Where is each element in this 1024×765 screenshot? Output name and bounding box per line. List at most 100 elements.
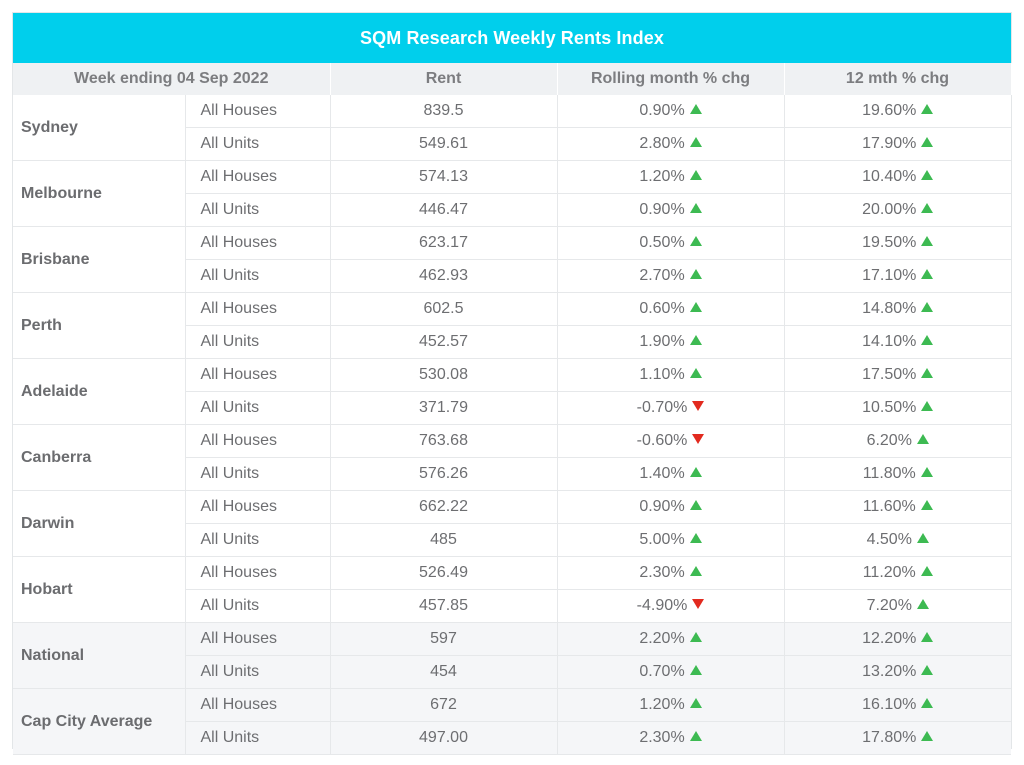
rents-index-table-card: SQM Research Weekly Rents Index Week end… [12,12,1012,755]
triangle-up-icon [689,665,702,675]
dwelling-type: All Houses [185,226,331,260]
city-name: Adelaide [13,358,186,425]
table-row: Canberra All Houses 763.68 -0.60% 6.20% [13,424,1011,491]
dwelling-type: All Houses [185,292,331,326]
twelve-month-change: 14.10% [784,325,1011,359]
twelve-month-change: 7.20% [784,589,1011,623]
header-12-month: 12 mth % chg [784,63,1012,95]
rolling-month-change: 0.90% [557,95,785,128]
triangle-up-icon [916,599,929,609]
rent-value: 662.22 [330,490,558,524]
rent-value: 597 [330,622,558,656]
rolling-month-value: 0.90% [639,201,685,218]
header-rolling-month: Rolling month % chg [557,63,785,95]
twelve-month-value: 17.50% [862,366,917,383]
dwelling-type: All Units [185,193,331,227]
triangle-down-icon [692,401,705,411]
rolling-month-change: -0.70% [557,391,785,425]
triangle-up-icon [689,137,702,147]
rolling-month-value: 0.60% [639,300,685,317]
triangle-up-icon [921,203,934,213]
triangle-up-icon [689,170,702,180]
rolling-month-value: 5.00% [639,531,685,548]
dwelling-type: All Units [185,127,331,161]
rents-table: Week ending 04 Sep 2022 Rent Rolling mon… [13,63,1012,755]
rolling-month-value: 2.30% [639,564,685,581]
rolling-month-change: 0.70% [557,655,785,689]
rent-value: 462.93 [330,259,558,293]
table-row: All Units 462.93 2.70% 17.10% [13,259,1011,293]
twelve-month-value: 19.60% [862,102,917,119]
table-row: Adelaide All Houses 530.08 1.10% 17.50% [13,358,1011,425]
rent-value: 526.49 [330,556,558,590]
twelve-month-change: 11.80% [784,457,1011,491]
twelve-month-change: 10.40% [784,160,1011,194]
twelve-month-value: 4.50% [866,531,912,548]
table-row: All Units 497.00 2.30% 17.80% [13,721,1011,755]
city-name: Canberra [13,424,186,491]
table-row: Darwin All Houses 662.22 0.90% 11.60% [13,490,1011,557]
city-name: Brisbane [13,226,186,293]
rolling-month-value: 0.50% [639,234,685,251]
twelve-month-value: 10.40% [862,168,917,185]
rent-value: 672 [330,688,558,722]
rolling-month-change: 1.10% [557,358,785,392]
table-row: Melbourne All Houses 574.13 1.20% 10.40% [13,160,1011,227]
twelve-month-value: 17.90% [862,135,917,152]
triangle-up-icon [916,434,929,444]
rolling-month-value: 1.10% [639,366,685,383]
dwelling-type: All Units [185,391,331,425]
triangle-up-icon [689,467,702,477]
twelve-month-change: 19.60% [784,95,1011,128]
rolling-month-change: 1.40% [557,457,785,491]
triangle-up-icon [921,170,934,180]
rolling-month-value: 0.70% [639,663,685,680]
rolling-month-change: 1.20% [557,688,785,722]
table-row: All Units 549.61 2.80% 17.90% [13,127,1011,161]
triangle-up-icon [689,302,702,312]
table-row: All Units 446.47 0.90% 20.00% [13,193,1011,227]
rent-value: 549.61 [330,127,558,161]
rent-value: 763.68 [330,424,558,458]
triangle-up-icon [920,500,933,510]
twelve-month-value: 11.80% [862,465,916,482]
rolling-month-value: 2.80% [639,135,685,152]
triangle-up-icon [916,533,929,543]
dwelling-type: All Houses [185,490,331,524]
table-row: Hobart All Houses 526.49 2.30% 11.20% [13,556,1011,623]
rent-value: 446.47 [330,193,558,227]
dwelling-type: All Houses [185,556,331,590]
twelve-month-change: 17.90% [784,127,1011,161]
table-row: All Units 485 5.00% 4.50% [13,523,1011,557]
rent-value: 454 [330,655,558,689]
twelve-month-change: 20.00% [784,193,1011,227]
rolling-month-change: 0.90% [557,193,785,227]
dwelling-type: All Units [185,721,331,755]
rolling-month-value: 0.90% [639,498,685,515]
twelve-month-change: 14.80% [784,292,1011,326]
twelve-month-value: 20.00% [862,201,917,218]
triangle-up-icon [921,302,934,312]
rolling-month-change: 0.60% [557,292,785,326]
triangle-up-icon [921,731,934,741]
rent-value: 530.08 [330,358,558,392]
rent-value: 497.00 [330,721,558,755]
twelve-month-change: 13.20% [784,655,1011,689]
twelve-month-change: 17.10% [784,259,1011,293]
rolling-month-value: -4.90% [636,597,688,614]
twelve-month-value: 11.60% [862,498,916,515]
triangle-up-icon [920,467,933,477]
triangle-up-icon [921,104,934,114]
rolling-month-change: 2.20% [557,622,785,656]
city-name: Melbourne [13,160,186,227]
twelve-month-change: 19.50% [784,226,1011,260]
twelve-month-value: 17.80% [862,729,917,746]
triangle-up-icon [689,632,702,642]
rolling-month-value: 1.20% [639,168,685,185]
city-name: Cap City Average [13,688,186,755]
rolling-month-change: 0.50% [557,226,785,260]
twelve-month-change: 6.20% [784,424,1011,458]
triangle-up-icon [689,368,702,378]
twelve-month-change: 10.50% [784,391,1011,425]
header-row: Week ending 04 Sep 2022 Rent Rolling mon… [13,63,1012,95]
